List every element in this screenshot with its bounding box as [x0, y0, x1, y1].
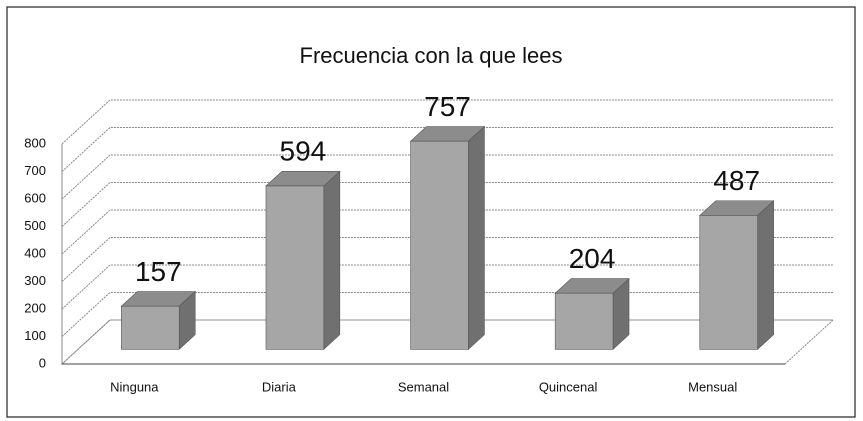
- y-tick-label: 300: [24, 273, 46, 288]
- grid-line: [61, 209, 833, 255]
- chart-title: Frecuencia con la que lees: [300, 43, 563, 68]
- bar-side: [757, 200, 774, 351]
- grid-line: [61, 154, 833, 200]
- y-tick-label: 100: [24, 328, 46, 343]
- y-tick-label: 400: [24, 245, 46, 260]
- bar: [699, 200, 775, 351]
- bar-front: [554, 292, 614, 350]
- value-label: 157: [135, 256, 182, 287]
- x-tick-label: Ninguna: [110, 379, 159, 394]
- grid-line: [61, 237, 833, 282]
- y-tick-label: 700: [24, 163, 46, 178]
- grid-line: [61, 99, 833, 145]
- bar-side: [323, 170, 341, 351]
- bar: [265, 170, 341, 351]
- y-tick-label: 500: [24, 218, 46, 233]
- y-tick-label: 800: [24, 135, 46, 150]
- grid-line: [61, 264, 833, 310]
- value-label: 757: [424, 91, 471, 122]
- bar-side: [468, 125, 485, 351]
- bar: [554, 277, 630, 351]
- x-tick-label: Mensual: [688, 379, 737, 394]
- bar-front: [121, 305, 180, 350]
- bar-front: [699, 215, 758, 350]
- value-label: 204: [569, 243, 616, 274]
- grid-line: [61, 182, 833, 227]
- bar: [120, 290, 196, 351]
- x-tick-label: Quincenal: [539, 379, 598, 394]
- x-tick-label: Semanal: [398, 379, 449, 394]
- value-label: 487: [713, 165, 760, 196]
- y-tick-label: 0: [39, 355, 46, 370]
- bar: [409, 125, 486, 351]
- bar-front: [410, 140, 469, 350]
- x-tick-label: Diaria: [262, 379, 297, 394]
- y-tick-label: 600: [24, 190, 46, 205]
- grid-line: [61, 127, 833, 172]
- y-tick-label: 200: [24, 300, 46, 315]
- bar-front: [265, 185, 325, 350]
- value-label: 594: [280, 136, 327, 167]
